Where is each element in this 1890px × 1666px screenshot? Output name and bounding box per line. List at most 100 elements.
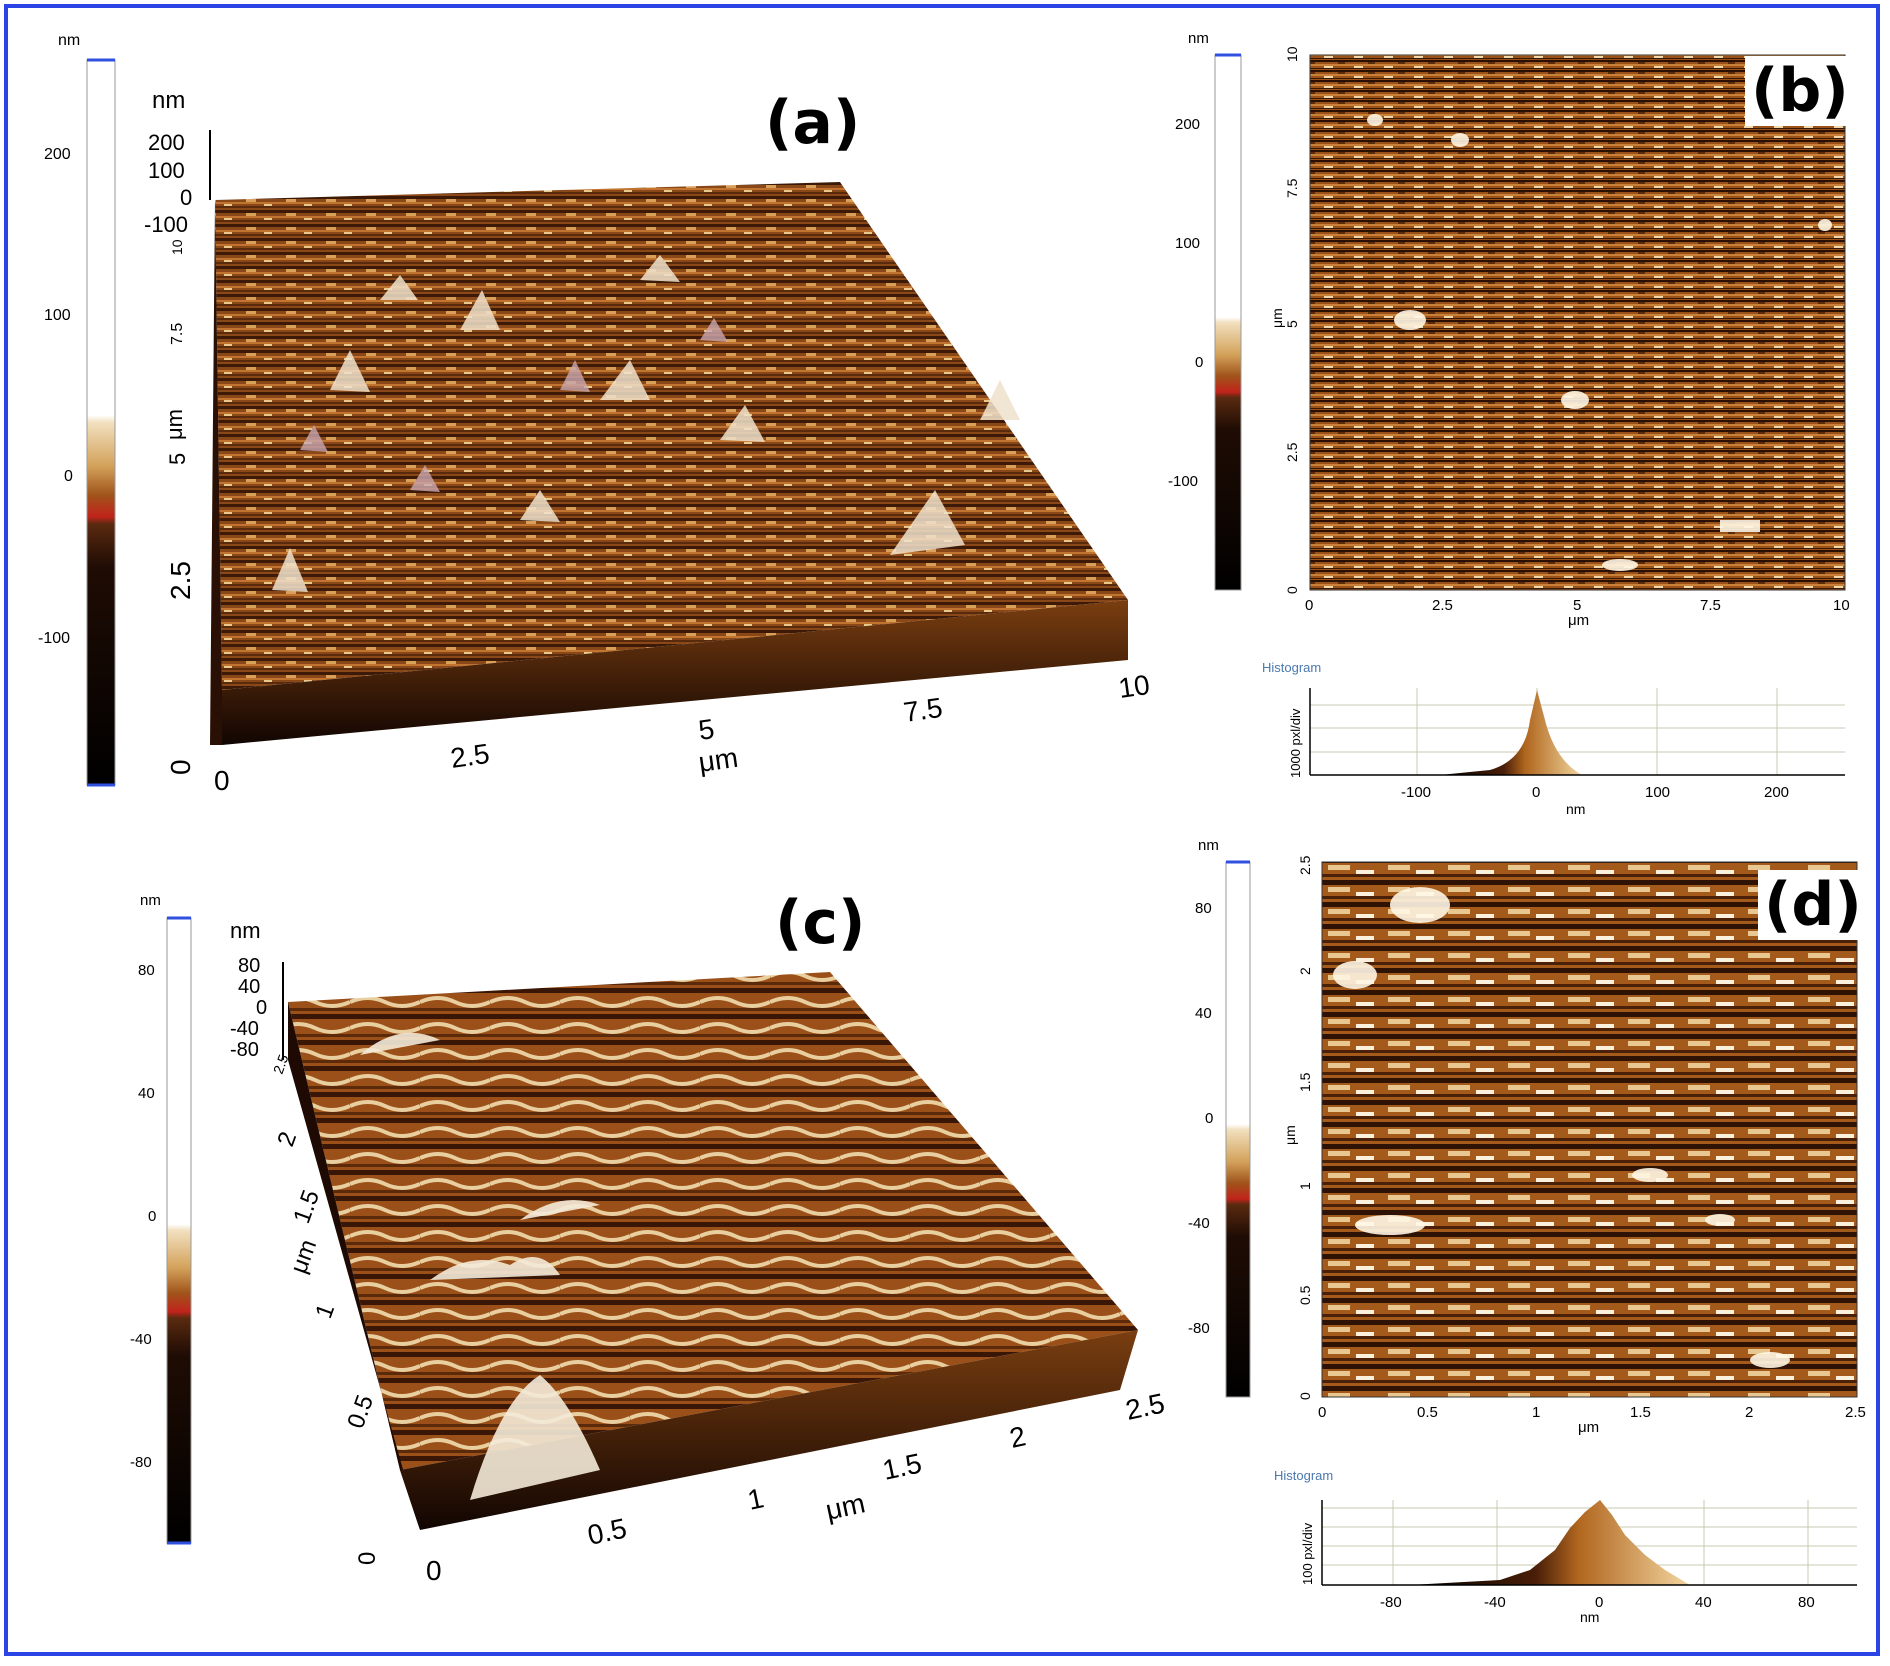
panel-d-x-tick: 0.5 — [1417, 1404, 1438, 1421]
panel-d-y-tick: 2.5 — [1297, 855, 1313, 875]
panel-b-histogram-xlabel: nm — [1566, 801, 1585, 817]
panel-a-y-tick: 10 — [169, 239, 185, 255]
panel-a-colorbar-tick: 200 — [44, 146, 71, 163]
panel-d-histogram-ylabel: 100 pxl/div — [1300, 1522, 1315, 1585]
panel-c-y-unit: μm — [285, 1236, 322, 1277]
panel-b-colorbar-tick: -100 — [1168, 473, 1198, 490]
panel-c-x-tick: 0.5 — [585, 1512, 630, 1550]
panel-c-y-tick: 1 — [310, 1300, 340, 1322]
panel-c-x-axis: 0 0.5 1 μm 1.5 2 2.5 — [426, 1387, 1167, 1586]
panel-b-colorbar-tick: 0 — [1195, 354, 1203, 371]
panel-d-x-tick: 1.5 — [1630, 1404, 1651, 1421]
panel-b-colorbar: nm 200 100 0 -100 — [1168, 30, 1242, 591]
panel-d-colorbar-tick: -40 — [1188, 1215, 1210, 1232]
panel-d-histogram-tick: 40 — [1695, 1594, 1712, 1611]
panel-a-x-tick: 10 — [1117, 669, 1152, 704]
panel-d-colorbar: nm 80 40 0 -40 -80 — [1188, 837, 1251, 1398]
panel-c-z-tick: 0 — [256, 997, 267, 1019]
panel-c-y-tick: 0.5 — [342, 1391, 379, 1432]
panel-a-surface — [210, 182, 1128, 745]
panel-d-y-tick: 2 — [1297, 967, 1313, 975]
panel-a-y-tick: 5 — [165, 453, 190, 465]
panel-d-x-unit: μm — [1578, 1419, 1599, 1436]
panel-a-z-tick: -100 — [144, 212, 188, 237]
panel-d-x-tick: 1 — [1532, 1404, 1540, 1421]
panel-d-x-tick: 2.5 — [1845, 1404, 1866, 1421]
panel-b-histogram-title: Histogram — [1262, 660, 1321, 675]
panel-c-x-unit: μm — [823, 1487, 868, 1526]
panel-c-label: (c) — [775, 888, 866, 958]
panel-a-x-tick: 0 — [214, 765, 230, 796]
panel-c-z-tick: 80 — [238, 955, 260, 977]
panel-a-colorbar-tick: 0 — [64, 468, 73, 485]
panel-d-y-axis: 0 0.5 1 μm 1.5 2 2.5 — [1282, 855, 1313, 1400]
panel-b-histogram-ylabel: 1000 pxl/div — [1288, 708, 1303, 778]
panel-d-label: (d) — [1758, 870, 1868, 940]
panel-b-y-tick: 0 — [1284, 586, 1300, 594]
panel-c-surface — [288, 972, 1138, 1530]
panel-a-z-axis: nm 200 100 0 -100 — [144, 87, 211, 237]
panel-d-y-tick: 1.5 — [1297, 1072, 1313, 1092]
panel-d-colorbar-tick: 40 — [1195, 1005, 1212, 1022]
panel-b-x-tick: 5 — [1573, 597, 1581, 614]
panel-d-x-tick: 0 — [1318, 1404, 1326, 1421]
panel-b-x-axis: 0 2.5 5 μm 7.5 10 — [1305, 597, 1850, 629]
panel-d-histogram-title: Histogram — [1274, 1468, 1333, 1483]
panel-b-y-unit: μm — [1269, 308, 1285, 328]
panel-b-y-tick: 5 — [1284, 320, 1300, 328]
panel-a-y-origin: 0 — [165, 759, 196, 775]
panel-c-x-tick: 1.5 — [880, 1447, 925, 1485]
panel-d-y-tick: 1 — [1297, 1182, 1313, 1190]
panel-b-histogram-tick: 0 — [1532, 784, 1540, 801]
panel-a-y-unit: μm — [162, 409, 187, 440]
panel-c-z-axis: nm 80 40 0 -40 -80 — [230, 918, 284, 1061]
panel-d-y-tick: 0.5 — [1297, 1285, 1313, 1305]
panel-b-y-tick: 10 — [1284, 46, 1300, 62]
panel-d-histogram-tick: 80 — [1798, 1594, 1815, 1611]
panel-c-x-tick: 2.5 — [1123, 1387, 1168, 1425]
panel-b-histogram-tick: 100 — [1645, 784, 1670, 801]
panel-a-y-tick: 7.5 — [169, 323, 186, 345]
panel-b-x-tick: 10 — [1833, 597, 1850, 614]
panel-c-x-tick: 2 — [1007, 1420, 1029, 1454]
panel-b-x-unit: μm — [1568, 612, 1589, 629]
panel-c-z-tick: -80 — [230, 1039, 259, 1061]
panel-b-histogram-tick: -100 — [1401, 784, 1431, 801]
panel-d-histogram: Histogram 100 pxl/div -80 -40 0 40 80 nm — [1274, 1468, 1857, 1625]
panel-a-x-tick: 7.5 — [902, 692, 945, 728]
panel-a-x-tick: 2.5 — [449, 738, 492, 774]
panel-d-image — [1321, 861, 1858, 1398]
panel-d-colorbar-unit: nm — [1198, 837, 1219, 854]
panel-c-y-tick: 2 — [272, 1128, 302, 1150]
panel-b-y-tick: 7.5 — [1284, 178, 1300, 198]
panel-a-y-axis: 0 2.5 5 μm 7.5 10 — [162, 239, 196, 775]
panel-c-y-origin: 0 — [354, 1552, 381, 1565]
panel-c-colorbar-tick: -80 — [130, 1454, 152, 1471]
panel-c-colorbar-tick: 80 — [138, 962, 155, 979]
panel-a-z-tick: 0 — [180, 185, 192, 210]
panel-b-y-axis: 0 2.5 5 μm 7.5 10 — [1269, 46, 1300, 594]
panel-c-x-tick: 0 — [426, 1555, 442, 1586]
panel-a-colorbar-tick: -100 — [38, 630, 70, 647]
panel-c-z-tick: 40 — [238, 976, 260, 998]
panel-b-label: (b) — [1745, 56, 1855, 126]
panel-d-y-unit: μm — [1282, 1125, 1298, 1145]
panel-c-x-tick: 1 — [745, 1482, 767, 1516]
panel-b-histogram-tick: 200 — [1764, 784, 1789, 801]
panel-a-z-unit: nm — [152, 87, 185, 114]
panel-d-x-tick: 2 — [1745, 1404, 1753, 1421]
panel-a-y-tick: 2.5 — [165, 561, 196, 600]
panel-d-colorbar-tick: 80 — [1195, 900, 1212, 917]
panel-b-y-tick: 2.5 — [1284, 442, 1300, 462]
panel-a-colorbar-tick: 100 — [44, 307, 71, 324]
panel-b-image — [1309, 54, 1846, 591]
panel-c-colorbar: nm 80 40 0 -40 -80 — [130, 892, 192, 1545]
panel-a-z-tick: 100 — [148, 158, 185, 183]
panel-c-colorbar-tick: 0 — [148, 1208, 156, 1225]
panel-d-histogram-xlabel: nm — [1580, 1609, 1599, 1625]
panel-a-label: (a) — [765, 88, 861, 158]
panel-c-z-tick: -40 — [230, 1018, 259, 1040]
panel-b-colorbar-tick: 200 — [1175, 116, 1200, 133]
